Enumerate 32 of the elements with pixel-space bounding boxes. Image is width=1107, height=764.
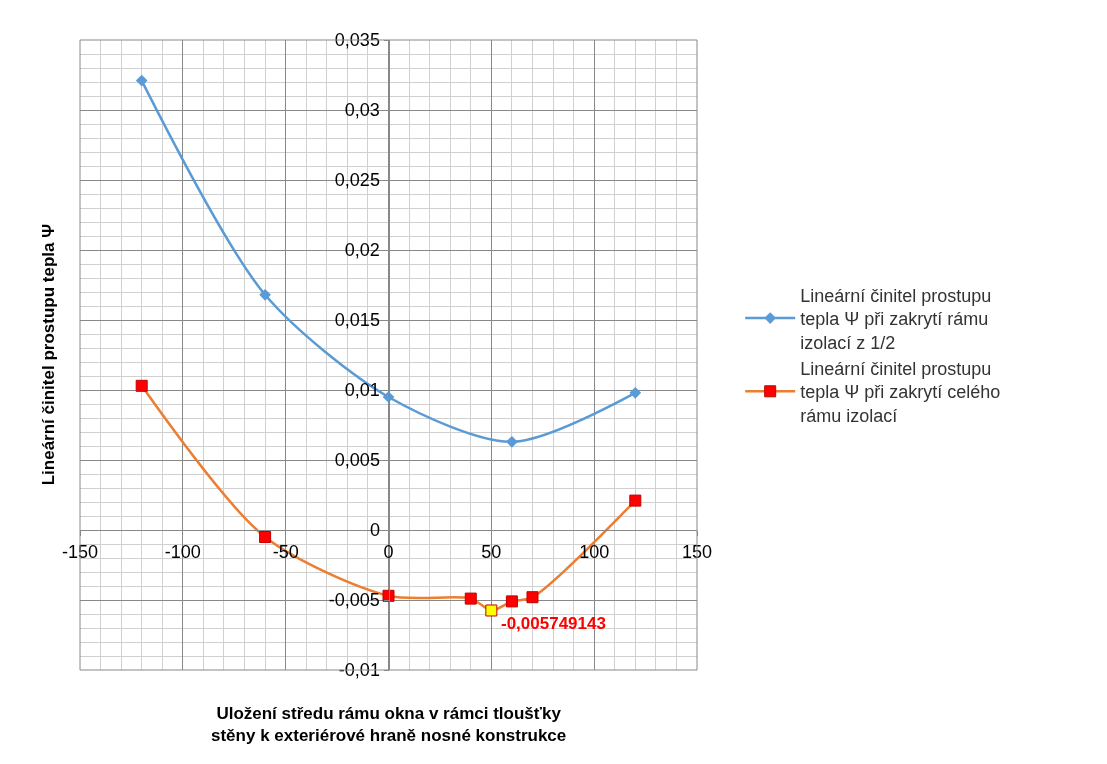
point bbox=[382, 589, 395, 602]
y-tick-label: 0,015 bbox=[334, 310, 380, 331]
y-tick-label: 0,02 bbox=[344, 240, 380, 261]
point bbox=[526, 591, 539, 604]
point bbox=[629, 386, 642, 399]
point bbox=[464, 592, 477, 605]
y-tick-label: 0,01 bbox=[344, 380, 380, 401]
point bbox=[629, 494, 642, 507]
point bbox=[505, 595, 518, 608]
y-tick-label: 0,025 bbox=[334, 170, 380, 191]
y-tick-label: 0 bbox=[369, 520, 380, 541]
point bbox=[135, 74, 148, 87]
point bbox=[135, 379, 148, 392]
y-tick-label: -0,005 bbox=[328, 590, 380, 611]
x-tick-label: 150 bbox=[681, 541, 713, 562]
y-axis-title: Lineární činitel prostupu tepla Ψ bbox=[39, 224, 59, 486]
data-label: -0,005749143 bbox=[501, 614, 606, 633]
point bbox=[485, 604, 498, 617]
point bbox=[259, 531, 272, 543]
x-tick-label: -100 bbox=[164, 541, 201, 562]
y-tick-label: 0,03 bbox=[344, 100, 380, 121]
x-tick-label: 0 bbox=[383, 541, 394, 562]
y-tick-label: 0,035 bbox=[334, 30, 380, 51]
x-tick-label: 50 bbox=[481, 541, 502, 562]
legend-label: Lineární činitel prostupu tepla Ψ při zakrytí celého rámu izolací bbox=[800, 358, 1001, 426]
legend-label: Lineární činitel prostupu tepla Ψ při zakrytí rámu izolací z 1/2 bbox=[800, 285, 992, 353]
y-tick-label: 0,005 bbox=[334, 450, 380, 471]
point bbox=[259, 288, 271, 301]
point bbox=[506, 435, 518, 448]
y-tick-label: -0,01 bbox=[338, 660, 380, 681]
x-axis-title: Uložení středu rámu okna v rámci tloušťky stěny k exteriérové hraně nosné konstrukce bbox=[211, 704, 567, 746]
x-tick-label: -150 bbox=[61, 541, 99, 562]
